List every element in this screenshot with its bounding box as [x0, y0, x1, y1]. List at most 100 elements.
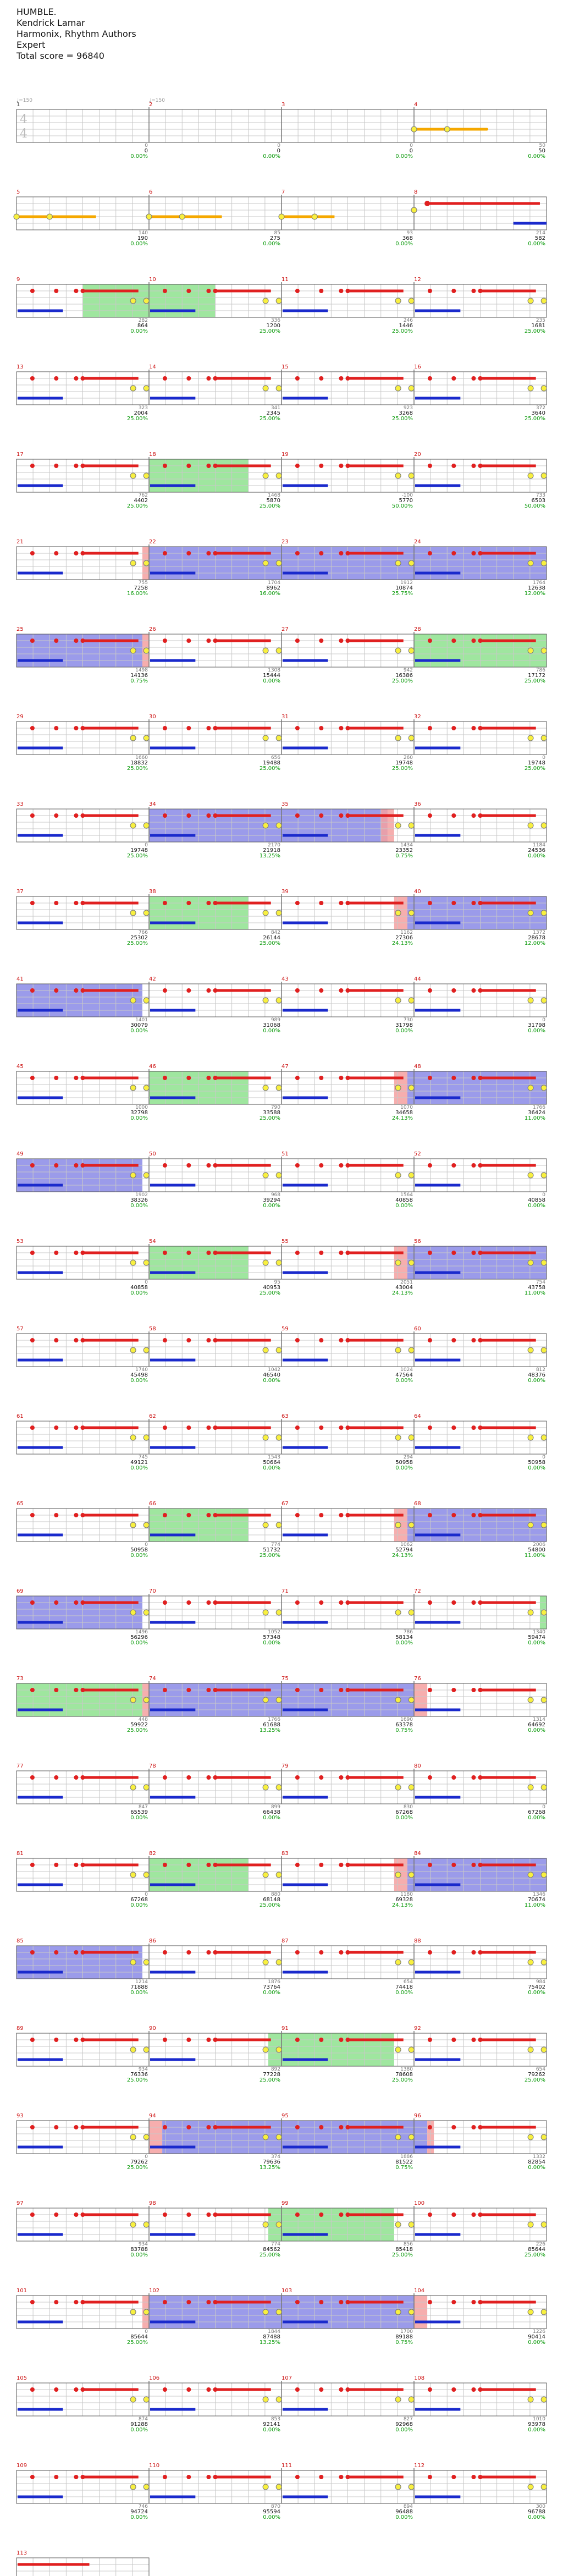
note-gem [275, 1259, 282, 1266]
note-gem [74, 1076, 79, 1080]
note-gem [213, 289, 218, 293]
measure-number: 42 [149, 976, 156, 982]
song-title: HUMBLE. [16, 7, 57, 17]
cumulative-score: 0 [410, 148, 413, 154]
sp-percent: 0.00% [263, 1203, 280, 1209]
note-gem [275, 647, 282, 654]
note-gem [162, 1513, 167, 1517]
note-gem [471, 639, 476, 643]
note-gem [30, 1338, 35, 1342]
note-gem [427, 1513, 432, 1517]
staff-border [16, 2557, 150, 2576]
note-gem [54, 1688, 59, 1692]
measure-number: 24 [414, 539, 421, 545]
staff-row-19: 734485992225.00%7417666168813.25%7516906… [16, 1676, 547, 1733]
sp-percent: 0.75% [395, 2165, 413, 2171]
measure-score: 968 [271, 1192, 280, 1198]
measure-number: 55 [282, 1239, 289, 1245]
sp-percent: 0.00% [528, 153, 545, 159]
note-gem [262, 1347, 269, 1353]
note-gem [319, 1076, 324, 1080]
measure-score: 774 [271, 2242, 280, 2247]
note-gem [451, 1775, 456, 1780]
song-header: HUMBLE. Kendrick Lamar Harmonix, Rhythm … [16, 7, 136, 62]
measure-score: 1062 [400, 1542, 413, 1548]
note-gem [478, 464, 483, 468]
note-gem [54, 1425, 59, 1430]
cumulative-score: 64692 [528, 1722, 545, 1728]
note-gem [206, 1163, 211, 1168]
note-gem [162, 2475, 167, 2479]
measure-score: 1401 [135, 1017, 148, 1023]
measure-number: 20 [414, 452, 421, 458]
note-gem [339, 2387, 344, 2392]
note-gem [408, 997, 415, 1004]
sp-percent: 25.00% [127, 940, 148, 946]
cumulative-score: 19748 [130, 847, 148, 854]
note-gem [162, 813, 167, 818]
note-gem [130, 1172, 136, 1179]
cumulative-score: 1200 [267, 323, 280, 329]
note-gem [186, 376, 191, 381]
measure-number: 99 [282, 2200, 289, 2206]
measure-score: 1543 [268, 1455, 280, 1460]
note-gem [345, 2475, 350, 2479]
note-gem [162, 1163, 167, 1168]
note-gem [275, 1434, 282, 1441]
note-gem [213, 376, 218, 381]
sp-percent: 0.00% [528, 2427, 545, 2433]
note-gem [395, 1259, 401, 1266]
measure-score: -100 [402, 493, 413, 498]
note-gem [186, 1513, 191, 1517]
note-gem [345, 1950, 350, 1955]
measure-score: 140 [139, 230, 148, 236]
note-gem [213, 2475, 218, 2479]
note-gem [427, 464, 432, 468]
note-gem [130, 2134, 136, 2140]
note-gem [319, 1950, 324, 1955]
measure-number: 51 [282, 1151, 289, 1157]
cumulative-score: 16386 [395, 673, 413, 679]
measure-score: 246 [404, 318, 413, 323]
note-gem [540, 647, 547, 654]
note-gem [130, 1522, 136, 1528]
note-gem [527, 1085, 534, 1091]
note-gem [30, 2038, 35, 2042]
note-gem [275, 997, 282, 1004]
note-gem [206, 464, 211, 468]
note-gem [527, 2309, 534, 2315]
sp-percent: 25.00% [260, 2252, 280, 2258]
cumulative-score: 45498 [130, 1372, 148, 1378]
measure-number: 79 [282, 1763, 289, 1769]
note-gem [408, 1259, 415, 1266]
note-gem [54, 2475, 59, 2479]
note-gem [143, 2309, 150, 2315]
note-gem [319, 639, 324, 643]
note-gem [527, 997, 534, 1004]
note-gem [143, 298, 150, 304]
staff-row-18: 691496562960.00%701052573480.00%71786581… [16, 1588, 547, 1646]
cumulative-score: 85418 [395, 2247, 413, 2253]
note-gem [478, 289, 483, 293]
note-gem [527, 735, 534, 741]
note-gem [427, 376, 432, 381]
note-gem [339, 1425, 344, 1430]
cumulative-score: 70674 [528, 1897, 545, 1903]
cumulative-score: 82854 [528, 2159, 545, 2165]
overdrive-zone [162, 2121, 428, 2154]
note-gem [478, 2125, 483, 2129]
measure-score: 294 [404, 1455, 413, 1460]
measure-score: 1660 [135, 755, 148, 761]
note-gem [206, 1688, 211, 1692]
measure-number: 53 [16, 1239, 24, 1245]
note-gem [345, 1163, 350, 1168]
note-gem [74, 1425, 79, 1430]
measure-score: 1690 [400, 1717, 413, 1722]
cumulative-score: 14136 [130, 673, 148, 679]
note-gem [540, 1085, 547, 1091]
note-gem [54, 289, 59, 293]
note-gem [319, 2300, 324, 2304]
note-gem [179, 213, 185, 220]
